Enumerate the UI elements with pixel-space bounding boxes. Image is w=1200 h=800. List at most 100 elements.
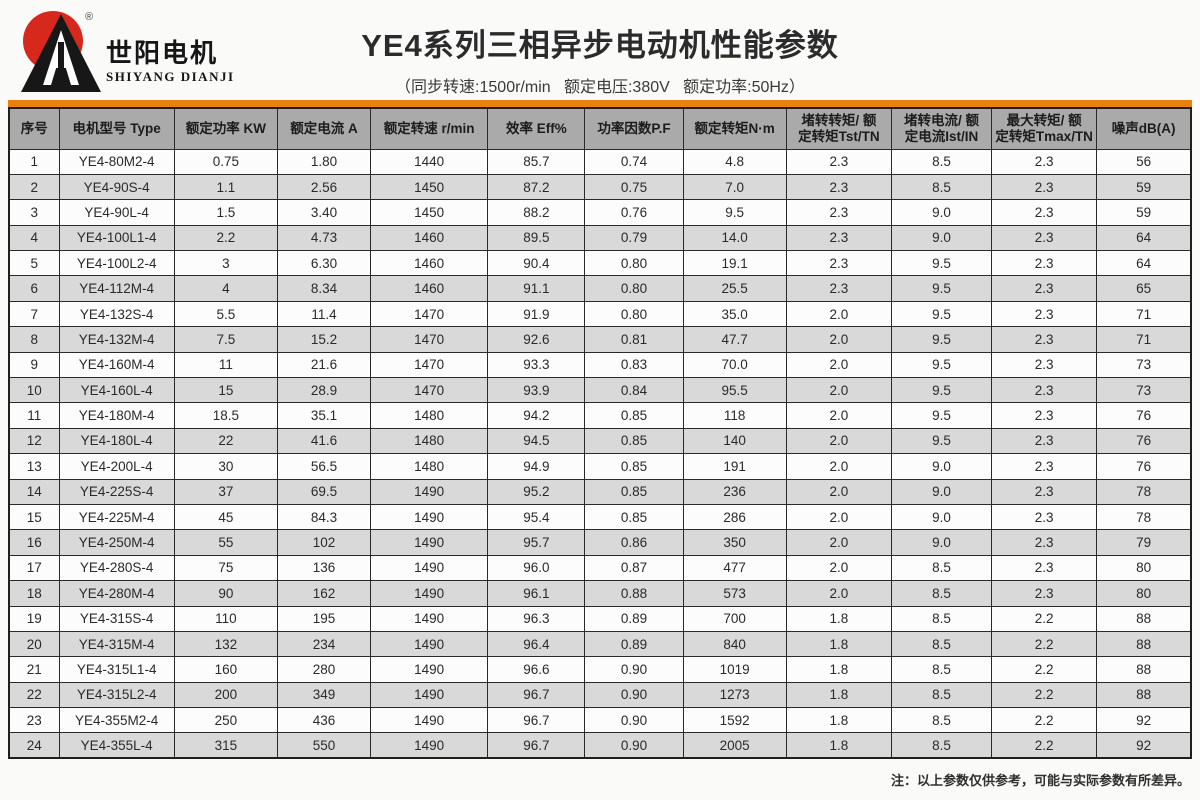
table-cell: 1460 [370, 224, 489, 252]
table-cell: 96.0 [487, 554, 586, 582]
table-row: 15 YE4-225M-4 45 84.3 1490 95.4 0.85 286 2.0 9.0 2… [8, 503, 1192, 531]
table-cell: YE4-355M2-4 [58, 707, 175, 734]
table-row: 10 YE4-160L-4 15 28.9 1470 93.9 0.84 95.5 2.0 9.5… [8, 377, 1192, 404]
table-head: 序号 电机型号 Type 额定功率 KW 额定电流 A 额定转速 r/min 效率 Eff… [8, 107, 1192, 150]
table-cell: 436 [276, 707, 372, 734]
table-cell: 5 [8, 250, 60, 277]
table-cell: 96.7 [487, 732, 586, 759]
table-cell: 1490 [370, 707, 489, 734]
table-cell: 4.73 [276, 224, 372, 252]
table-cell: 91.1 [487, 275, 586, 302]
table-cell: 9.5 [890, 377, 993, 404]
table-cell: 840 [682, 630, 787, 658]
table-cell: 8.34 [276, 275, 372, 302]
table-cell: 0.85 [584, 478, 684, 505]
table-cell: 0.89 [584, 630, 684, 658]
column-header: 噪声dB(A) [1096, 107, 1192, 150]
brand-name-en: SHIYANG DIANJI [106, 69, 235, 85]
table-cell: 8.5 [890, 173, 993, 201]
table-cell: YE4-90L-4 [58, 199, 175, 226]
table-cell: 15 [8, 503, 60, 531]
table-cell: YE4-132M-4 [58, 326, 175, 353]
table-cell: 12 [8, 427, 60, 455]
table-cell: 1490 [370, 630, 489, 658]
table-cell: YE4-160L-4 [58, 377, 175, 404]
logo-mark-icon: ® [21, 11, 101, 92]
table-cell: YE4-225S-4 [58, 478, 175, 505]
table-cell: 2.3 [991, 300, 1098, 328]
table-cell: 96.7 [487, 681, 586, 709]
table-cell: 1273 [682, 681, 787, 709]
page-header: ® 世阳电机 SHIYANG DIANJI YE4系列三相异步电动机性能参数 （… [0, 0, 1200, 100]
table-cell: 64 [1096, 250, 1192, 277]
table-cell: 8.5 [890, 656, 993, 683]
table-cell: 55 [173, 529, 278, 556]
table-cell: 191 [682, 453, 787, 480]
motor-spec-table: 序号 电机型号 Type 额定功率 KW 额定电流 A 额定转速 r/min 效率 Eff… [8, 107, 1192, 760]
table-cell: 1480 [370, 427, 489, 455]
table-cell: 80 [1096, 580, 1192, 607]
table-cell: 17 [8, 554, 60, 582]
table-cell: 140 [682, 427, 787, 455]
table-cell: 2.3 [991, 326, 1098, 353]
table-cell: 8 [8, 326, 60, 353]
table-cell: 14 [8, 478, 60, 505]
table-cell: 0.80 [584, 300, 684, 328]
table-cell: 2.2 [991, 707, 1098, 734]
table-cell: 2.2 [991, 732, 1098, 759]
table-cell: 45 [173, 503, 278, 531]
table-cell: 0.85 [584, 453, 684, 480]
table-cell: 11 [173, 351, 278, 379]
table-cell: 2.2 [991, 656, 1098, 683]
table-row: 4 YE4-100L1-4 2.2 4.73 1460 89.5 0.79 14.0 2.3 9.… [8, 224, 1192, 252]
table-cell: 59 [1096, 199, 1192, 226]
table-cell: 3.40 [276, 199, 372, 226]
table-cell: 19.1 [682, 250, 787, 277]
table-cell: 41.6 [276, 427, 372, 455]
table-row: 6 YE4-112M-4 4 8.34 1460 91.1 0.80 25.5 2.3 9.5 2.… [8, 275, 1192, 302]
table-cell: 96.6 [487, 656, 586, 683]
table-cell: 2005 [682, 732, 787, 759]
table-row: 19 YE4-315S-4 110 195 1490 96.3 0.89 700 1.8 8.5 2… [8, 605, 1192, 632]
table-cell: 2.0 [785, 427, 892, 455]
table-cell: 1490 [370, 656, 489, 683]
table-cell: YE4-315L1-4 [58, 656, 175, 683]
table-cell: 78 [1096, 503, 1192, 531]
table-cell: 9.5 [890, 275, 993, 302]
table-cell: YE4-250M-4 [58, 529, 175, 556]
table-cell: 0.80 [584, 275, 684, 302]
table-cell: 22 [173, 427, 278, 455]
table-cell: 236 [682, 478, 787, 505]
table-cell: 20 [8, 630, 60, 658]
table-cell: 1470 [370, 351, 489, 379]
table-cell: 95.7 [487, 529, 586, 556]
column-header: 堵转电流/ 额 定电流Ist/IN [890, 107, 993, 150]
table-cell: 234 [276, 630, 372, 658]
table-cell: 700 [682, 605, 787, 632]
table-cell: 8.5 [890, 148, 993, 175]
table-cell: 95.4 [487, 503, 586, 531]
table-cell: 250 [173, 707, 278, 734]
column-header: 序号 [8, 107, 60, 150]
table-cell: 0.85 [584, 503, 684, 531]
page-subtitle: （同步转速:1500r/min 额定电压:380V 额定功率:50Hz） [395, 79, 805, 96]
table-cell: 35.1 [276, 402, 372, 429]
column-header: 额定转矩N·m [682, 107, 787, 150]
table-cell: 110 [173, 605, 278, 632]
table-cell: 1480 [370, 402, 489, 429]
table-cell: 2.3 [785, 199, 892, 226]
table-cell: 18 [8, 580, 60, 607]
table-cell: 2.3 [991, 148, 1098, 175]
table-row: 21 YE4-315L1-4 160 280 1490 96.6 0.90 1019 1.8 8.… [8, 656, 1192, 683]
table-cell: 2.56 [276, 173, 372, 201]
table-cell: 1450 [370, 199, 489, 226]
table-cell: 85.7 [487, 148, 586, 175]
table-cell: 0.85 [584, 402, 684, 429]
table-cell: 2.3 [991, 351, 1098, 379]
page-title: YE4系列三相异步电动机性能参数 [361, 28, 839, 63]
table-cell: 160 [173, 656, 278, 683]
table-cell: 3 [173, 250, 278, 277]
table-cell: 9.5 [890, 402, 993, 429]
table-cell: 79 [1096, 529, 1192, 556]
table-cell: 1.1 [173, 173, 278, 201]
